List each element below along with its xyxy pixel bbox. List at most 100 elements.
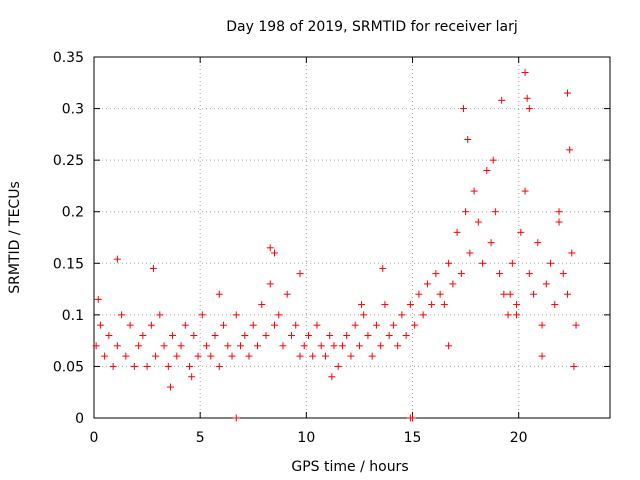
- data-point: [487, 239, 495, 247]
- data-point: [198, 311, 206, 319]
- data-point: [279, 342, 287, 350]
- data-point: [360, 311, 368, 319]
- data-point: [445, 342, 453, 350]
- data-point: [190, 331, 198, 339]
- data-point: [215, 362, 223, 370]
- data-point: [147, 321, 155, 329]
- data-point: [241, 331, 249, 339]
- data-point: [317, 342, 325, 350]
- data-point: [491, 208, 499, 216]
- data-point: [479, 259, 487, 267]
- data-point: [215, 290, 223, 298]
- data-point: [249, 321, 257, 329]
- y-tick-label: 0.3: [62, 102, 84, 118]
- data-point: [513, 311, 521, 319]
- data-point: [245, 352, 253, 360]
- x-tick-label: 10: [297, 430, 315, 446]
- data-point: [449, 280, 457, 288]
- data-point: [266, 244, 274, 252]
- axis-ticks: 0 5 10 15 20 0 0.05 0.1 0.15 0.2 0.25 0.3 0.35: [53, 50, 610, 446]
- y-axis-label: SRMTID / TECUs: [7, 181, 23, 294]
- data-point: [440, 301, 448, 309]
- data-point: [270, 321, 278, 329]
- plot-frame: [93, 56, 611, 419]
- data-point: [122, 352, 130, 360]
- data-point: [207, 352, 215, 360]
- data-point: [254, 342, 262, 350]
- data-point: [394, 342, 402, 350]
- data-point: [262, 331, 270, 339]
- x-tick-label: 0: [90, 430, 99, 446]
- data-point: [538, 352, 546, 360]
- data-point: [570, 362, 578, 370]
- data-point: [149, 264, 157, 272]
- data-point: [564, 290, 572, 298]
- data-point: [551, 301, 559, 309]
- data-point: [313, 321, 321, 329]
- data-point: [113, 342, 121, 350]
- data-point: [343, 331, 351, 339]
- data-points: [92, 68, 580, 422]
- data-point: [304, 331, 312, 339]
- data-point: [398, 311, 406, 319]
- data-point: [326, 331, 334, 339]
- data-point: [358, 301, 366, 309]
- data-point: [464, 136, 472, 144]
- data-point: [228, 352, 236, 360]
- data-point: [143, 362, 151, 370]
- data-point: [130, 362, 138, 370]
- data-point: [164, 362, 172, 370]
- data-point: [538, 321, 546, 329]
- y-tick-label: 0.05: [53, 359, 84, 375]
- data-point: [309, 352, 317, 360]
- data-point: [283, 290, 291, 298]
- data-point: [525, 270, 533, 278]
- data-point: [496, 270, 504, 278]
- data-point: [445, 259, 453, 267]
- data-point: [287, 331, 295, 339]
- data-point: [521, 187, 529, 195]
- data-point: [109, 362, 117, 370]
- y-tick-label: 0.1: [62, 308, 84, 324]
- data-point: [372, 321, 380, 329]
- data-point: [508, 259, 516, 267]
- data-point: [330, 342, 338, 350]
- data-point: [489, 156, 497, 164]
- data-point: [126, 321, 134, 329]
- data-point: [555, 218, 563, 226]
- data-point: [402, 331, 410, 339]
- data-point: [436, 290, 444, 298]
- data-point: [564, 89, 572, 97]
- data-point: [338, 342, 346, 350]
- data-point: [419, 311, 427, 319]
- data-point: [105, 331, 113, 339]
- data-point: [559, 270, 567, 278]
- data-point: [270, 249, 278, 257]
- data-point: [506, 290, 514, 298]
- data-point: [453, 228, 461, 236]
- data-point: [547, 259, 555, 267]
- data-point: [101, 352, 109, 360]
- data-point: [555, 208, 563, 216]
- data-point: [459, 105, 467, 113]
- data-point: [156, 311, 164, 319]
- data-point: [118, 311, 126, 319]
- data-point: [432, 270, 440, 278]
- data-point: [186, 362, 194, 370]
- data-point: [224, 342, 232, 350]
- data-point: [275, 311, 283, 319]
- data-point: [534, 239, 542, 247]
- data-point: [177, 342, 185, 350]
- data-point: [258, 301, 266, 309]
- data-point: [266, 280, 274, 288]
- x-axis-label: GPS time / hours: [291, 459, 408, 475]
- data-point: [139, 331, 147, 339]
- y-tick-label: 0.25: [53, 153, 84, 169]
- data-point: [377, 342, 385, 350]
- x-tick-label: 15: [404, 430, 422, 446]
- data-point: [152, 352, 160, 360]
- data-point: [188, 373, 196, 381]
- data-point: [334, 362, 342, 370]
- data-point: [423, 280, 431, 288]
